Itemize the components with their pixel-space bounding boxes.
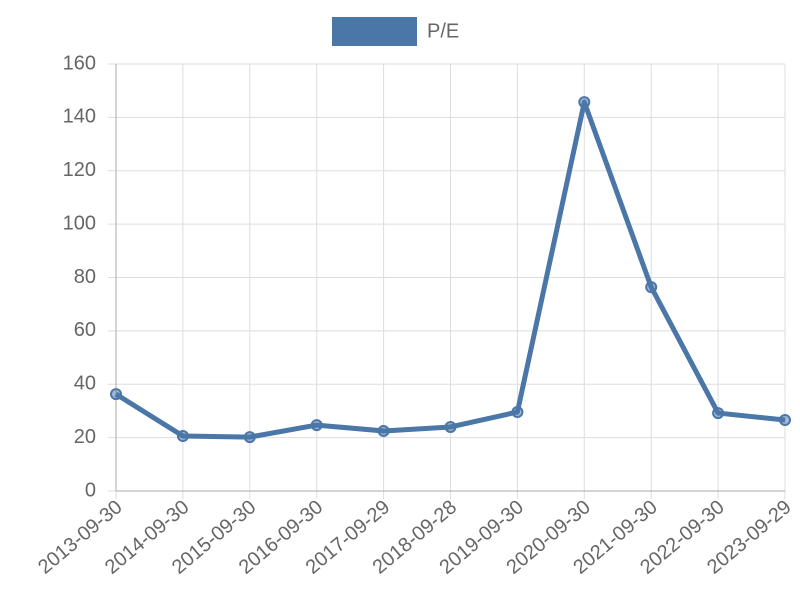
point: [377, 424, 390, 437]
point: [645, 281, 658, 294]
legend-swatch: [332, 17, 417, 46]
point: [310, 419, 323, 432]
y-tick-label: 120: [63, 159, 96, 181]
y-tick-label: 100: [63, 212, 96, 234]
y-tick-label: 140: [63, 106, 96, 128]
point: [779, 414, 791, 427]
point: [176, 430, 189, 443]
y-tick-label: 40: [74, 373, 96, 395]
y-tick-label: 60: [74, 319, 96, 341]
point: [712, 407, 725, 420]
point: [243, 431, 256, 444]
y-tick-label: 80: [74, 266, 96, 288]
legend-label: P/E: [427, 20, 459, 42]
point: [110, 388, 122, 401]
point: [578, 96, 591, 109]
point: [444, 420, 457, 433]
y-tick-label: 0: [85, 479, 96, 501]
y-tick-label: 20: [74, 426, 96, 448]
y-tick-label: 160: [63, 52, 96, 74]
point: [511, 406, 524, 419]
